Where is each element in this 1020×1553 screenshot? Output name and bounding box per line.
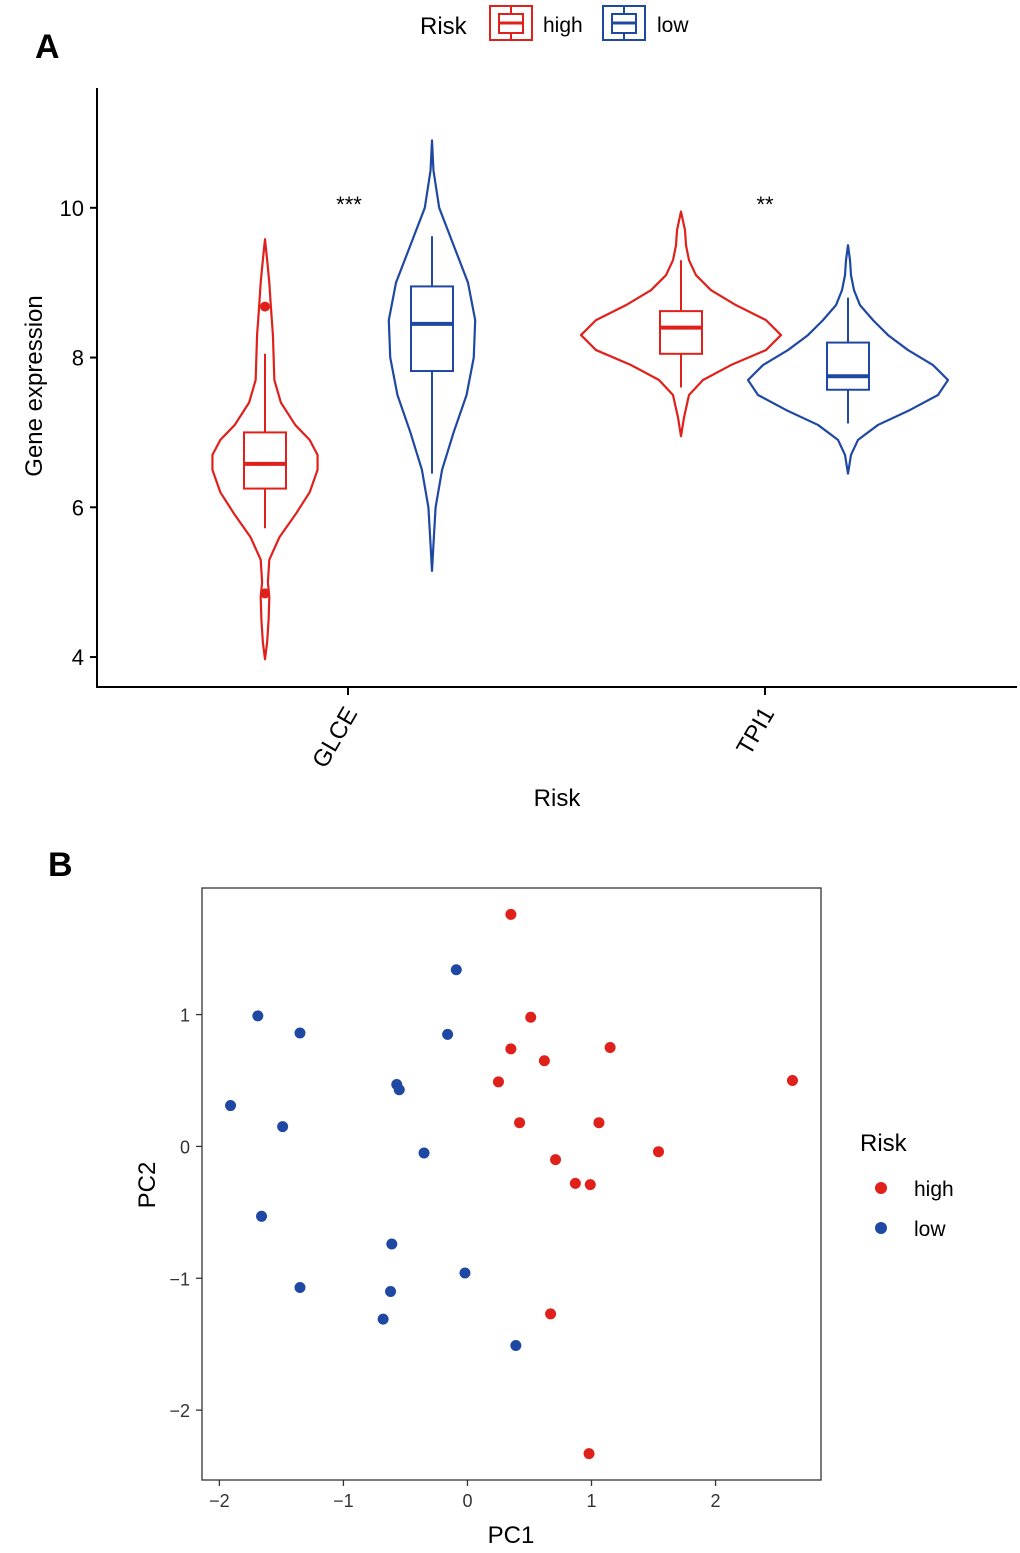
legend-dot-high bbox=[875, 1182, 887, 1194]
point-low bbox=[377, 1313, 389, 1325]
legend-label-high: high bbox=[543, 14, 583, 37]
y-tick-label: −2 bbox=[169, 1401, 190, 1421]
point-low bbox=[450, 964, 462, 976]
point-high bbox=[593, 1117, 605, 1129]
point-high bbox=[545, 1308, 557, 1320]
point-low bbox=[393, 1084, 405, 1096]
y-tick-label: 0 bbox=[180, 1137, 190, 1157]
point-low bbox=[256, 1210, 268, 1222]
y-tick-label: 10 bbox=[60, 196, 84, 221]
x-tick-label: TPI1 bbox=[731, 703, 780, 760]
significance-label: ** bbox=[756, 192, 774, 217]
point-low bbox=[418, 1147, 430, 1159]
point-high bbox=[514, 1117, 526, 1129]
box-high-glce bbox=[243, 431, 287, 490]
legend-key-high bbox=[489, 5, 533, 41]
panel-label-a: A bbox=[35, 28, 60, 66]
point-high bbox=[604, 1042, 616, 1054]
significance-label: *** bbox=[336, 192, 362, 217]
point-low bbox=[510, 1340, 522, 1352]
point-low bbox=[252, 1010, 264, 1022]
legend-label-high: high bbox=[914, 1178, 954, 1201]
point-low bbox=[277, 1121, 289, 1133]
point-high bbox=[538, 1055, 550, 1067]
pca-panel: B −2 −1 0 1 −2 −1 0 1 2 PC2 PC1 Risk high low bbox=[48, 846, 954, 1549]
outlier-point bbox=[260, 588, 270, 599]
box-low-glce bbox=[410, 285, 454, 373]
legend-label-low: low bbox=[657, 14, 689, 37]
scatter-plot-area bbox=[225, 908, 798, 1460]
outlier-point bbox=[260, 301, 270, 312]
point-low bbox=[386, 1238, 398, 1250]
panel-label-b: B bbox=[48, 846, 73, 884]
x-axis-title: Risk bbox=[534, 785, 582, 812]
point-low bbox=[459, 1267, 471, 1279]
legend-title: Risk bbox=[420, 13, 468, 40]
y-axis-title: PC2 bbox=[134, 1162, 161, 1209]
legend-key-low bbox=[602, 5, 646, 41]
point-low bbox=[294, 1027, 306, 1039]
violin-low-tpi1 bbox=[746, 244, 950, 475]
top-legend: Risk high low bbox=[420, 5, 689, 41]
point-high bbox=[584, 1179, 596, 1191]
violin-plot-area: *** ** bbox=[211, 139, 950, 661]
x-ticks: −2 −1 0 1 2 bbox=[209, 1480, 721, 1511]
x-tick-label: −1 bbox=[333, 1491, 354, 1511]
point-high bbox=[492, 1076, 504, 1088]
plot-frame bbox=[201, 887, 822, 1481]
point-low bbox=[385, 1285, 397, 1297]
x-axis-title: PC1 bbox=[488, 1522, 535, 1549]
point-high bbox=[505, 1043, 517, 1055]
point-low bbox=[294, 1282, 306, 1294]
point-high bbox=[505, 908, 517, 920]
y-axis-title: Gene expression bbox=[21, 295, 48, 476]
y-ticks: −2 −1 0 1 bbox=[169, 1006, 202, 1421]
x-tick-label: GLCE bbox=[307, 703, 363, 773]
point-high bbox=[569, 1177, 581, 1189]
x-tick-label: −2 bbox=[209, 1491, 230, 1511]
point-high bbox=[786, 1074, 798, 1086]
y-tick-label: 8 bbox=[72, 346, 84, 371]
violin-high-glce bbox=[211, 238, 319, 661]
point-high bbox=[525, 1011, 537, 1023]
box-low-tpi1 bbox=[826, 341, 870, 391]
y-ticks: 4 6 8 10 bbox=[60, 196, 97, 670]
y-tick-label: 4 bbox=[72, 645, 84, 670]
box-high-tpi1 bbox=[659, 310, 703, 355]
point-high bbox=[583, 1448, 595, 1460]
x-ticks: GLCE TPI1 bbox=[307, 687, 780, 773]
y-tick-label: 6 bbox=[72, 495, 84, 520]
x-tick-label: 2 bbox=[711, 1491, 721, 1511]
x-tick-label: 1 bbox=[587, 1491, 597, 1511]
legend-title: Risk bbox=[860, 1130, 908, 1157]
right-legend: Risk high low bbox=[860, 1130, 954, 1241]
y-tick-label: −1 bbox=[169, 1269, 190, 1289]
violin-high-tpi1 bbox=[579, 210, 783, 438]
point-low bbox=[225, 1100, 237, 1112]
point-high bbox=[550, 1154, 562, 1166]
legend-dot-low bbox=[875, 1222, 887, 1234]
point-low bbox=[442, 1028, 454, 1040]
x-tick-label: 0 bbox=[462, 1491, 472, 1511]
point-high bbox=[652, 1146, 664, 1158]
violin-low-glce bbox=[387, 139, 477, 573]
y-tick-label: 1 bbox=[180, 1006, 190, 1026]
legend-label-low: low bbox=[914, 1218, 946, 1241]
